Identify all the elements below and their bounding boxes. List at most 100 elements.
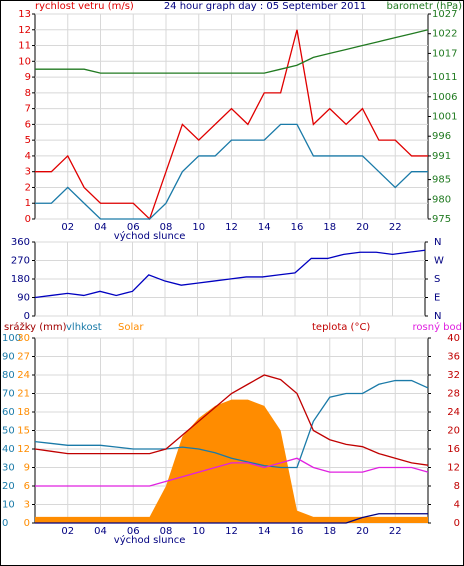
y-tick-label: 100 [2, 333, 21, 344]
y-tick-label: 6 [24, 481, 30, 492]
y-tick-label: 9 [24, 463, 30, 474]
annotation: východ slunce [114, 534, 186, 546]
y-tick-label: 13 [18, 9, 31, 20]
y-tick-label: E [434, 293, 440, 304]
y-tick-label: 9 [25, 72, 31, 83]
y-tick-label: 24 [17, 370, 30, 381]
y-tick-label: 0 [25, 214, 31, 225]
series-line [34, 379, 429, 469]
y-tick-label: 8 [454, 481, 460, 492]
x-tick-label: 18 [323, 526, 336, 537]
y-tick-label: 10 [18, 56, 31, 67]
y-tick-label: 12 [18, 25, 31, 36]
y-tick-label: 12 [17, 444, 30, 455]
y-tick-label: 20 [2, 481, 15, 492]
solar-area [35, 399, 428, 523]
y-tick-label: 40 [447, 333, 460, 344]
y-tick-label: 1006 [432, 92, 457, 103]
series-line [35, 123, 428, 220]
y-tick-label: 985 [432, 175, 451, 186]
y-tick-label: 60 [2, 407, 15, 418]
x-tick-label: 16 [291, 526, 304, 537]
y-tick-label: 18 [17, 407, 30, 418]
y-tick-label: 1022 [432, 29, 457, 40]
y-tick-label: 1011 [432, 72, 457, 83]
x-tick-label: 08 [160, 526, 173, 537]
y-tick-label: 2 [25, 182, 31, 193]
x-tick-label: 02 [61, 526, 74, 537]
y-tick-label: 32 [447, 370, 460, 381]
x-tick-label: 16 [291, 222, 304, 233]
series-line [34, 374, 429, 466]
y-tick-label: 80 [2, 370, 15, 381]
y-tick-label: 980 [432, 194, 451, 205]
y-tick-label: 24 [447, 407, 460, 418]
x-tick-label: 10 [192, 222, 205, 233]
y-tick-label: 270 [11, 256, 30, 267]
legend-label: barometr (hPa) [387, 1, 463, 12]
y-tick-label: 0 [24, 518, 30, 529]
y-tick-label: 70 [2, 389, 15, 400]
y-tick-label: 20 [447, 426, 460, 437]
x-tick-label: 12 [225, 526, 238, 537]
legend-label: rosný bod [413, 321, 462, 333]
y-tick-label: 1017 [432, 48, 457, 59]
series-line [35, 29, 428, 221]
x-tick-label: 10 [192, 526, 205, 537]
legend-label: Solar [118, 322, 144, 333]
y-tick-label: 11 [18, 41, 31, 52]
chart-title: 24 hour graph day : 05 September 2011 [164, 1, 366, 12]
y-tick-label: N [434, 311, 441, 322]
y-tick-label: 28 [447, 389, 460, 400]
y-tick-label: 1001 [432, 112, 457, 123]
y-tick-label: 50 [2, 426, 15, 437]
legend-label: srážky (mm) [4, 321, 67, 333]
y-tick-label: 30 [2, 463, 15, 474]
x-tick-label: 22 [389, 222, 402, 233]
x-tick-label: 22 [389, 526, 402, 537]
x-tick-label: 02 [61, 222, 74, 233]
x-tick-label: 08 [160, 222, 173, 233]
y-tick-label: 90 [17, 293, 30, 304]
x-tick-label: 18 [323, 222, 336, 233]
x-tick-label: 04 [94, 222, 107, 233]
y-tick-label: 0 [2, 518, 8, 529]
y-tick-label: 90 [2, 352, 15, 363]
y-tick-label: 7 [25, 104, 31, 115]
y-tick-label: 21 [17, 389, 30, 400]
x-tick-label: 06 [127, 526, 140, 537]
x-tick-label: 20 [356, 222, 369, 233]
x-tick-label: 06 [127, 222, 140, 233]
y-tick-label: 30 [17, 333, 30, 344]
y-tick-label: 36 [447, 352, 460, 363]
y-tick-label: 975 [432, 214, 451, 225]
y-tick-label: 12 [447, 463, 460, 474]
y-tick-label: 27 [17, 352, 30, 363]
y-tick-label: 1027 [432, 9, 457, 20]
series-line [35, 29, 429, 74]
x-tick-label: 14 [258, 526, 271, 537]
legend-label: vlhkost [66, 322, 102, 333]
y-tick-label: 1 [25, 198, 31, 209]
x-tick-label: 04 [94, 526, 107, 537]
y-tick-label: 4 [454, 500, 460, 511]
y-tick-label: 5 [25, 135, 31, 146]
y-tick-label: 16 [447, 444, 460, 455]
y-tick-label: 180 [11, 274, 30, 285]
x-tick-label: 12 [225, 222, 238, 233]
series-line [34, 249, 426, 299]
y-tick-label: 3 [24, 500, 30, 511]
y-tick-label: 996 [432, 131, 451, 142]
series-line [35, 513, 428, 524]
y-tick-label: W [434, 256, 444, 267]
y-tick-label: 0 [454, 518, 460, 529]
y-tick-label: N [434, 237, 441, 248]
y-tick-label: 4 [25, 151, 31, 162]
y-tick-label: 10 [2, 500, 15, 511]
x-tick-label: 14 [258, 222, 271, 233]
series-line [35, 457, 429, 487]
x-tick-label: 20 [356, 526, 369, 537]
legend-label: rychlost vetru (m/s) [35, 1, 134, 12]
y-tick-label: 15 [17, 426, 30, 437]
